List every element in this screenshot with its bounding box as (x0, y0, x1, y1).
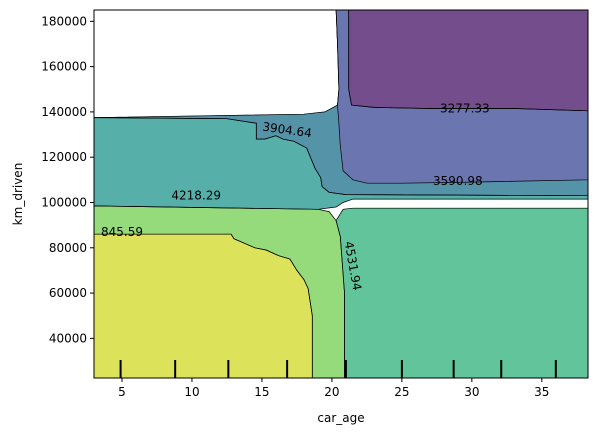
contour-label-1: 3277.33 (440, 102, 490, 116)
plot-frame (93, 9, 589, 379)
contour-line-2 (94, 205, 345, 378)
contour-label-2: 3590.98 (433, 174, 483, 188)
x-tick-label-5: 5 (118, 385, 126, 399)
y-tick-label-160000: 160000 (41, 60, 87, 74)
y-tick-label-100000: 100000 (41, 195, 87, 209)
x-tick-label-35: 35 (534, 385, 549, 399)
x-tick-label-20: 20 (324, 385, 339, 399)
contour-lines (94, 10, 588, 378)
x-tick-label-15: 15 (254, 385, 269, 399)
contour-label-4: 4218.29 (171, 189, 221, 203)
y-tick-label-140000: 140000 (41, 105, 87, 119)
contour-line-3 (335, 207, 588, 378)
y-tick-label-40000: 40000 (49, 331, 87, 345)
contour-regions (94, 10, 588, 378)
y-tick-label-120000: 120000 (41, 150, 87, 164)
contour-region-7 (348, 10, 588, 112)
contour-line-7 (348, 10, 588, 112)
contour-label-6: 845.59 (101, 225, 143, 239)
x-tick-label-25: 25 (394, 385, 409, 399)
x-axis-label: car_age (317, 411, 364, 425)
x-tick-label-30: 30 (464, 385, 479, 399)
y-tick-label-180000: 180000 (41, 14, 87, 28)
contour-region-3 (335, 207, 588, 378)
y-axis-label: km_driven (11, 163, 25, 226)
y-tick-label-80000: 80000 (49, 241, 87, 255)
x-tick-label-10: 10 (184, 385, 199, 399)
contour-label-3: 3904.64 (262, 120, 313, 141)
y-axis-ticks: 40000 60000 80000 100000 120000 140000 160000 1… (41, 14, 94, 345)
x-axis-ticks: 5 10 15 20 25 30 35 (118, 378, 549, 399)
y-tick-label-60000: 60000 (49, 286, 87, 300)
rug-marks (119, 360, 557, 378)
